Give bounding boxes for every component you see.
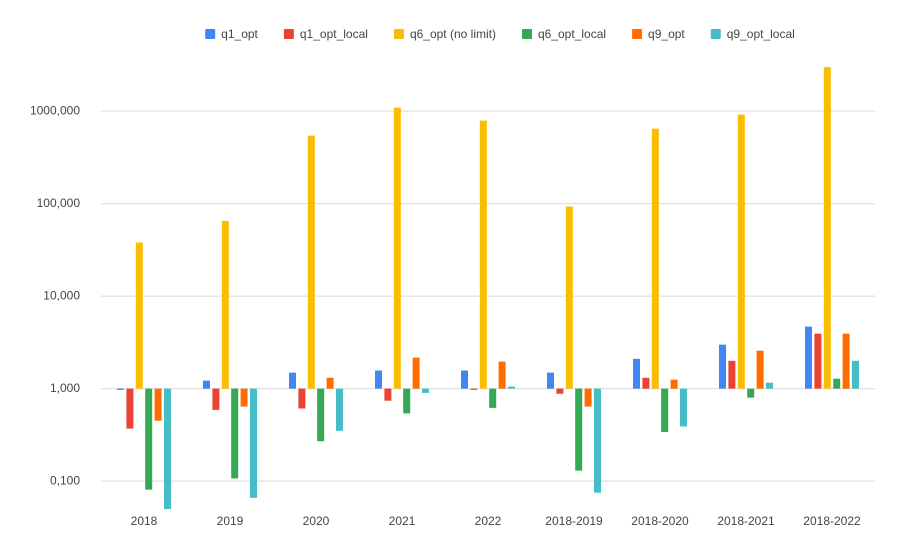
bar	[403, 388, 411, 414]
x-tick-label: 2022	[475, 514, 502, 528]
y-tick-label: 0,100	[50, 473, 80, 487]
legend-label: q6_opt (no limit)	[410, 27, 496, 41]
bar	[489, 388, 497, 408]
bar	[164, 388, 171, 509]
bar	[833, 378, 841, 389]
bar	[584, 388, 592, 407]
bar	[317, 388, 325, 442]
legend-label: q1_opt	[221, 27, 258, 41]
y-tick-label: 100,000	[37, 196, 81, 210]
bar	[240, 388, 248, 407]
legend-swatch	[521, 29, 532, 39]
x-tick-label: 2018-2021	[717, 514, 775, 528]
bar	[145, 388, 153, 490]
bar	[661, 388, 669, 432]
x-tick-label: 2018-2020	[631, 514, 689, 528]
bar	[556, 388, 564, 394]
y-tick-label: 1,000	[50, 381, 80, 395]
bar	[805, 326, 812, 389]
bar	[117, 388, 124, 390]
bar	[461, 370, 468, 389]
bar	[203, 380, 210, 389]
bar	[547, 372, 554, 389]
bar	[250, 388, 257, 498]
bar	[670, 379, 678, 389]
bar	[221, 220, 229, 389]
legend-swatch	[393, 29, 404, 39]
y-tick-label: 10,000	[43, 288, 80, 302]
bar	[412, 357, 420, 389]
bar	[498, 361, 506, 389]
bar	[470, 388, 478, 390]
bar	[719, 344, 726, 389]
bar	[289, 372, 296, 389]
bar	[307, 135, 315, 389]
bar	[766, 382, 773, 389]
bar	[375, 370, 382, 389]
bar	[747, 388, 755, 398]
bar	[422, 388, 429, 393]
legend-swatch	[710, 29, 721, 39]
bar	[126, 388, 134, 429]
legend-label: q9_opt	[648, 27, 685, 41]
bar	[575, 388, 583, 471]
x-tick-label: 2018-2019	[545, 514, 603, 528]
bar	[326, 377, 334, 389]
y-tick-label: 1000,000	[30, 103, 80, 117]
bar	[231, 388, 239, 479]
x-tick-label: 2020	[303, 514, 330, 528]
legend-label: q6_opt_local	[538, 27, 606, 41]
bar	[298, 388, 306, 409]
legend-label: q9_opt_local	[727, 27, 795, 41]
bar	[565, 206, 573, 389]
legend-swatch	[283, 29, 294, 39]
legend-label: q1_opt_local	[300, 27, 368, 41]
x-tick-label: 2021	[389, 514, 416, 528]
bar	[823, 67, 831, 389]
legend-swatch	[632, 29, 643, 39]
x-tick-label: 2018	[131, 514, 158, 528]
bar	[508, 386, 515, 389]
bar	[642, 377, 650, 389]
legend-swatch	[205, 29, 216, 39]
bar	[756, 350, 764, 389]
bar	[680, 388, 687, 427]
x-tick-label: 2018-2022	[803, 514, 861, 528]
bar	[154, 388, 162, 421]
bar	[651, 128, 659, 389]
bar	[384, 388, 392, 401]
bar	[393, 107, 401, 389]
bar	[336, 388, 343, 431]
bar	[135, 242, 143, 389]
bar	[842, 333, 850, 389]
bar	[814, 333, 822, 389]
bar	[728, 360, 736, 389]
bar	[633, 358, 640, 389]
x-tick-label: 2019	[217, 514, 244, 528]
bar	[594, 388, 601, 493]
bar	[479, 120, 487, 389]
bar	[737, 114, 745, 389]
bar	[212, 388, 220, 410]
bar	[852, 360, 859, 389]
